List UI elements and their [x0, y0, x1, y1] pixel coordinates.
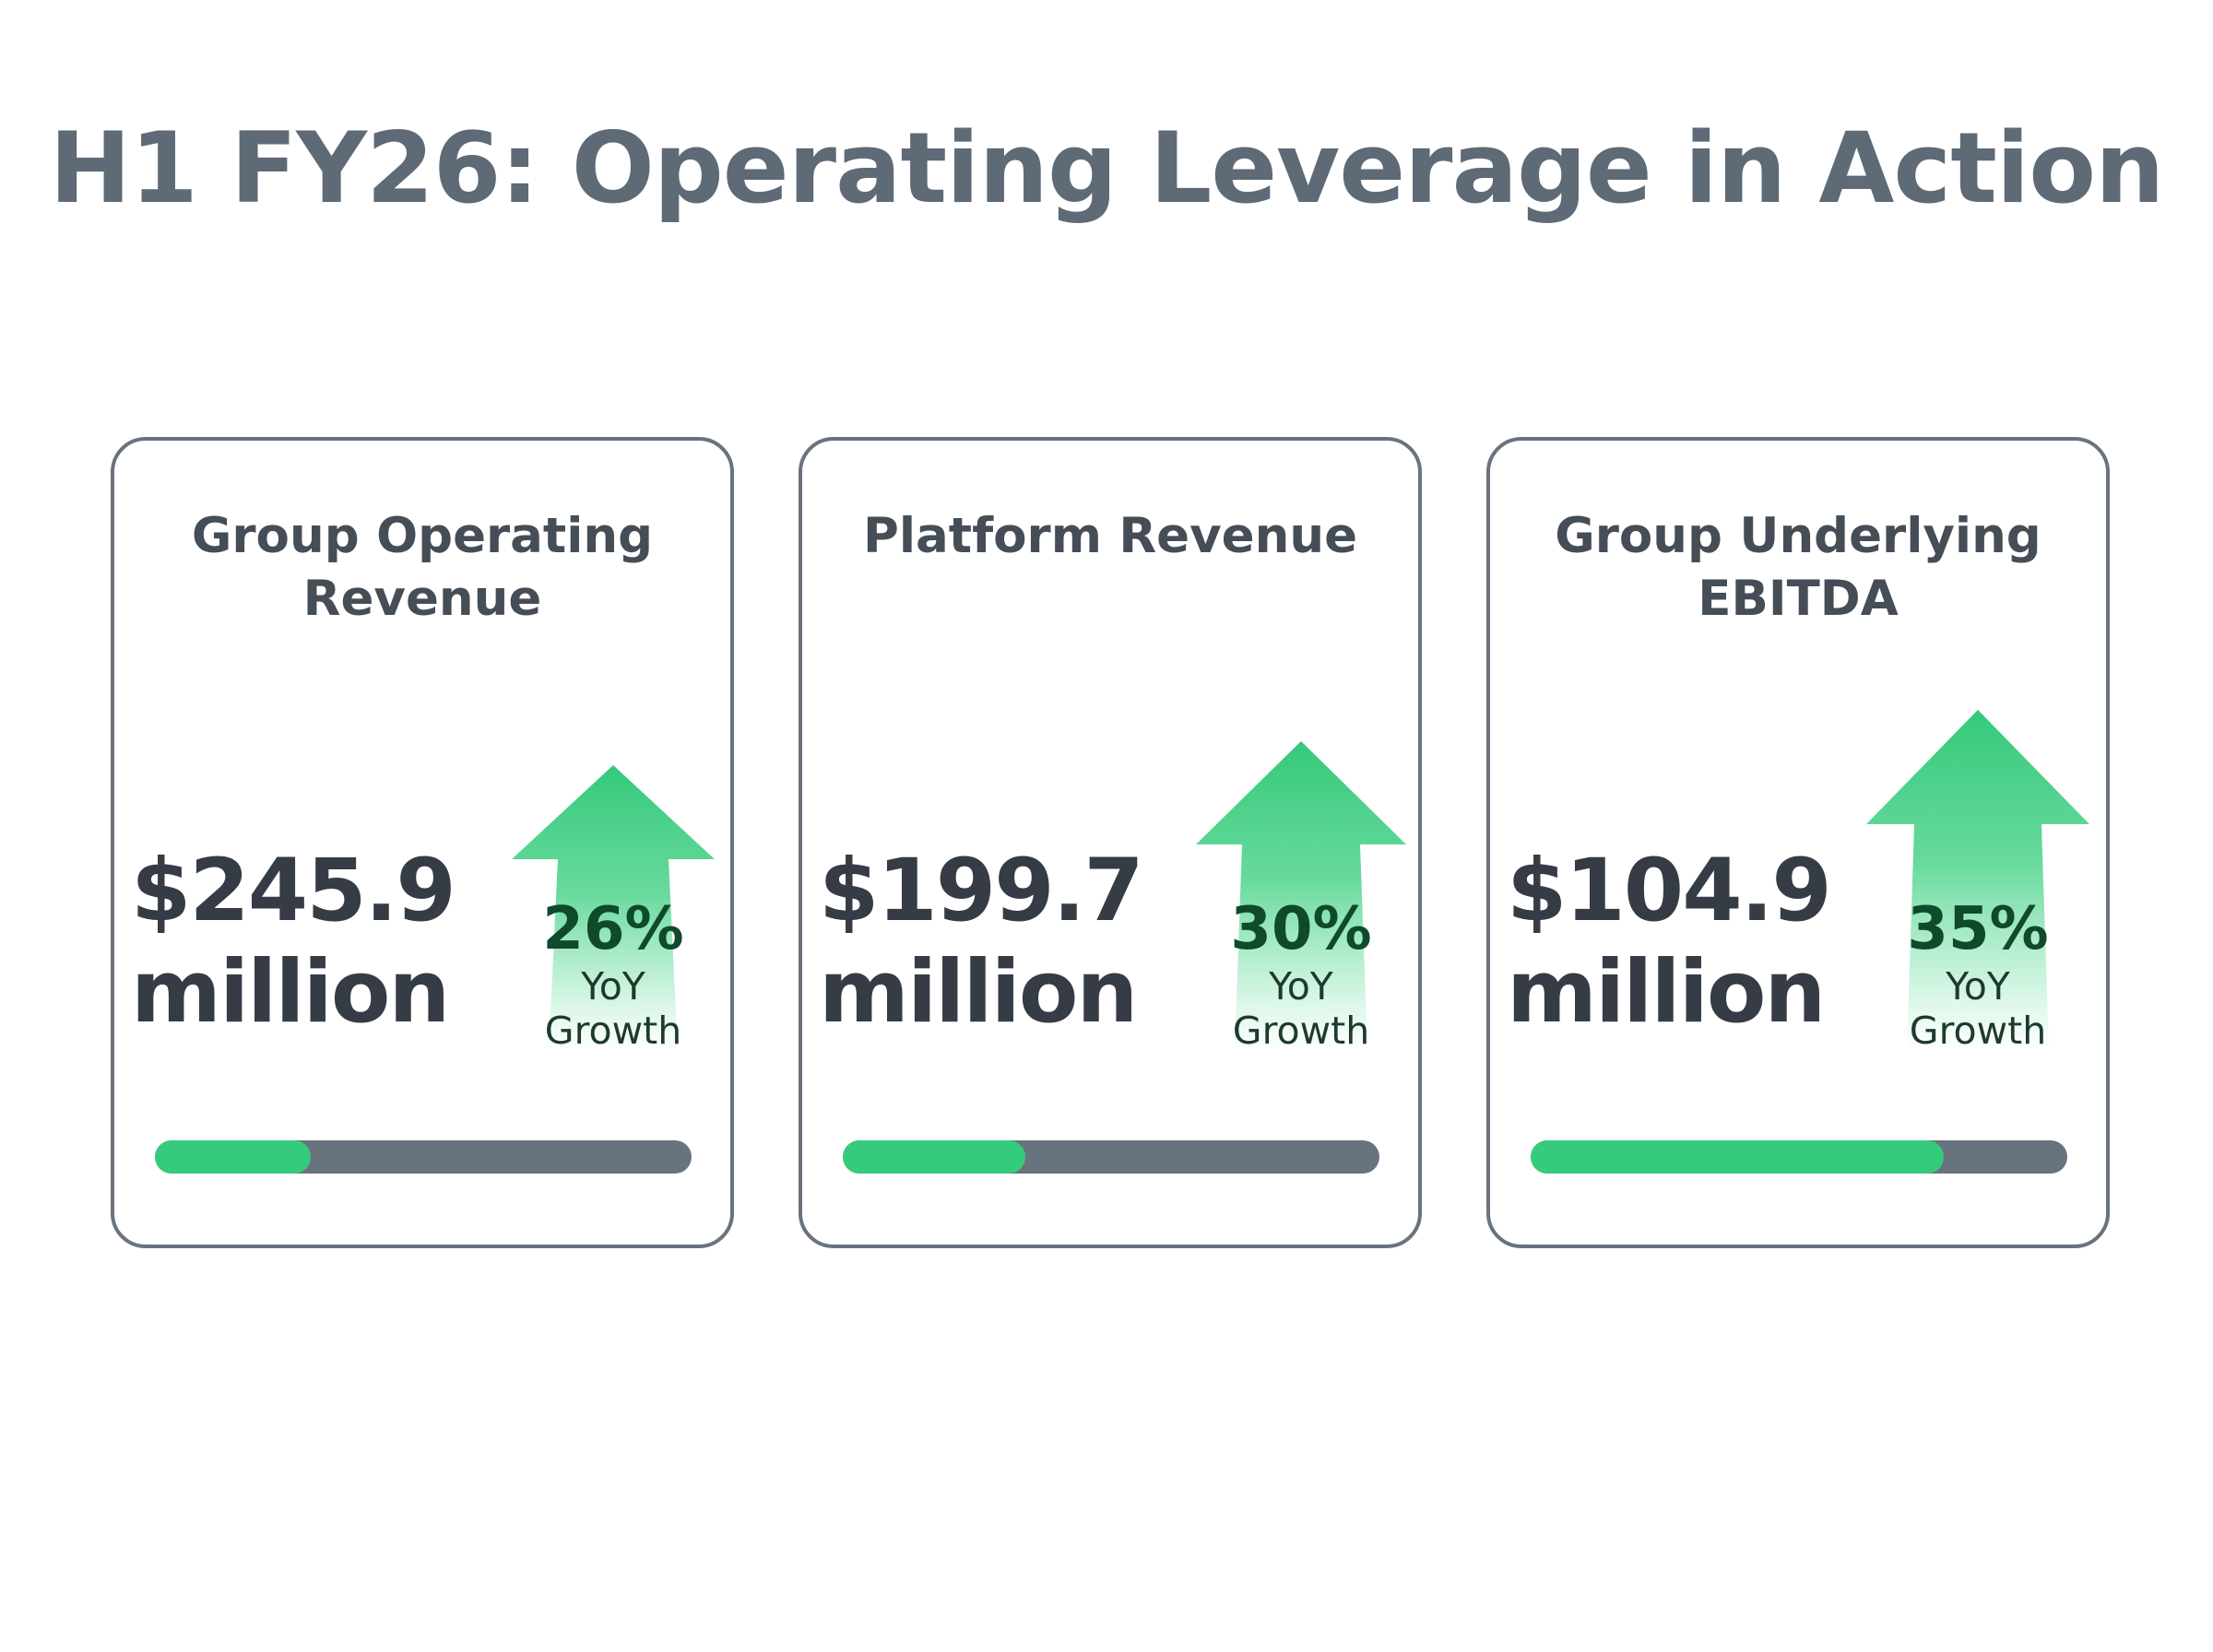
metric-amount: $104.9 — [1507, 841, 1832, 941]
metric-amount: $245.9 — [131, 841, 456, 941]
card-title-line: Platform Revenue — [862, 508, 1358, 564]
growth-percentage: 26% — [542, 895, 684, 963]
card-title-line: EBITDA — [1698, 571, 1899, 627]
growth-arrow: 26% YoY Growth — [503, 765, 724, 1053]
progress-bar — [843, 1140, 1379, 1174]
progress-bar — [1531, 1140, 2067, 1174]
metric-unit: million — [819, 942, 1138, 1043]
progress-bar-fill — [155, 1140, 311, 1174]
progress-bar-fill — [843, 1140, 1025, 1174]
growth-label: Growth — [1232, 1009, 1370, 1053]
card-title: Group Operating Revenue — [142, 505, 703, 631]
page-title: H1 FY26: Operating Leverage in Action — [49, 112, 2164, 225]
growth-label: Growth — [1909, 1009, 2047, 1053]
card-title-line: Group Operating — [191, 508, 654, 564]
metric-card-group-operating-revenue: Group Operating Revenue $245.9 million 2… — [111, 437, 734, 1248]
growth-arrow: 30% YoY Growth — [1190, 741, 1412, 1053]
up-arrow-icon — [512, 765, 715, 1051]
metric-unit: million — [131, 942, 450, 1043]
metric-value: $104.9 million — [1507, 841, 1832, 1044]
progress-bar-fill — [1531, 1140, 1945, 1174]
progress-bar — [155, 1140, 692, 1174]
growth-percentage: 30% — [1230, 895, 1372, 963]
card-title: Platform Revenue — [830, 505, 1391, 568]
growth-label: YoY — [1946, 964, 2010, 1009]
growth-label: YoY — [581, 964, 645, 1009]
metric-card-platform-revenue: Platform Revenue $199.7 million 30% YoY … — [799, 437, 1422, 1248]
growth-label: Growth — [544, 1009, 682, 1053]
metric-card-group-underlying-ebitda: Group Underlying EBITDA $104.9 million 3… — [1486, 437, 2110, 1248]
card-title: Group Underlying EBITDA — [1518, 505, 2078, 631]
metric-amount: $199.7 — [819, 841, 1144, 941]
metric-value: $245.9 million — [131, 841, 456, 1044]
card-title-line: Revenue — [302, 571, 542, 627]
metric-value: $199.7 million — [819, 841, 1144, 1044]
up-arrow-icon — [1866, 710, 2089, 1051]
growth-label: YoY — [1269, 964, 1333, 1009]
growth-arrow: 35% YoY Growth — [1863, 710, 2093, 1053]
metric-unit: million — [1507, 942, 1826, 1043]
growth-percentage: 35% — [1907, 895, 2049, 963]
up-arrow-icon — [1196, 741, 1406, 1051]
card-title-line: Group Underlying — [1555, 508, 2041, 564]
